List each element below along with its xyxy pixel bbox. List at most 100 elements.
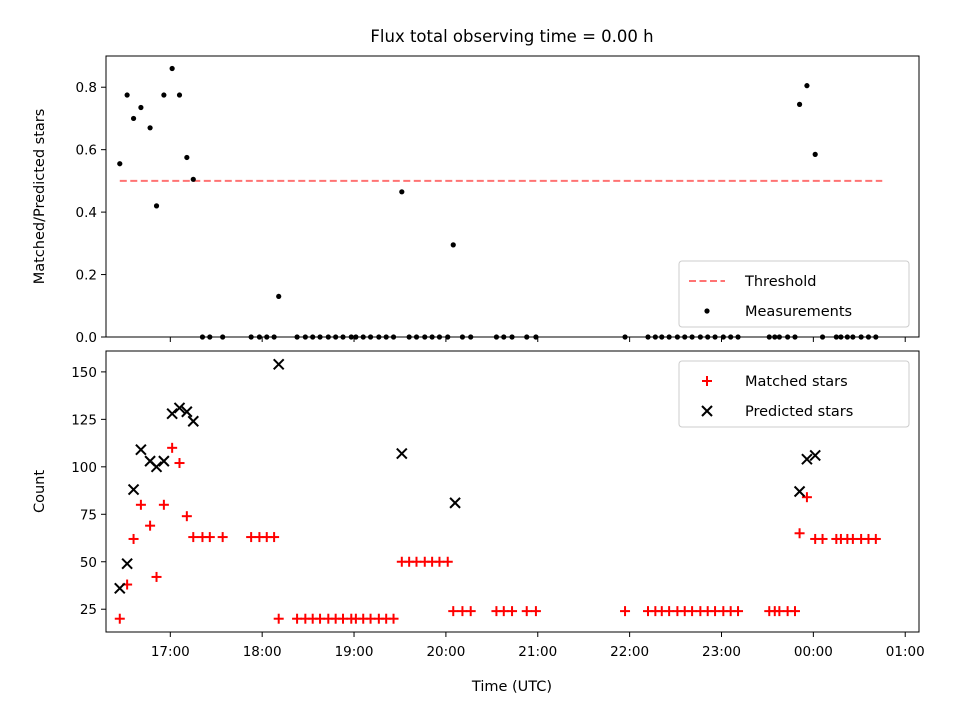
x-stroke-b — [121, 557, 133, 570]
predicted-star-point — [187, 415, 199, 427]
matched-star-point — [114, 613, 125, 624]
x-tick-label: 01:00 — [886, 644, 925, 660]
count-y-axis-label: Count — [32, 470, 48, 513]
matched-star-point — [388, 613, 399, 624]
x-stroke-b — [114, 582, 126, 595]
matched-star-point — [204, 532, 215, 543]
measurement-point — [796, 101, 803, 107]
matched-star-point — [620, 606, 631, 617]
x-stroke-b — [793, 485, 806, 498]
x-stroke-b — [144, 455, 156, 467]
x-stroke-b — [449, 497, 461, 509]
x-stroke-b — [396, 447, 408, 460]
measurement-point — [153, 203, 160, 209]
measurement-point — [130, 115, 137, 122]
x-tick-label: 23:00 — [702, 644, 741, 660]
legend-measurement-swatch — [704, 308, 710, 314]
predicted-star-point — [809, 449, 821, 462]
measurement-point — [190, 176, 196, 182]
x-stroke-b — [801, 453, 813, 465]
matched-star-point — [269, 532, 280, 543]
x-stroke-b — [272, 358, 285, 370]
legend-predicted-swatch — [701, 405, 713, 417]
ratio-y-axis-label: Matched/Predicted stars — [32, 109, 48, 285]
matched-star-point — [167, 442, 178, 453]
count-y-tick-label: 150 — [71, 365, 97, 381]
predicted-star-point — [801, 453, 813, 465]
count-y-tick-label: 75 — [80, 507, 97, 523]
legend-entry-label: Measurements — [745, 304, 852, 320]
matched-star-point — [521, 606, 532, 617]
matched-star-point — [794, 528, 805, 539]
matched-star-point — [870, 533, 881, 544]
predicted-star-point — [449, 497, 461, 509]
x-tick-label: 20:00 — [426, 644, 465, 660]
x-stroke-b — [701, 405, 713, 417]
count-y-tick-label: 50 — [80, 555, 97, 571]
matched-star-point — [733, 606, 744, 617]
predicted-star-point — [396, 447, 408, 460]
x-tick-label: 21:00 — [518, 644, 557, 660]
ratio-axes-frame — [105, 55, 920, 338]
x-tick-label: 17:00 — [151, 644, 190, 660]
count-y-tick-label: 25 — [80, 602, 97, 618]
measurement-point — [147, 125, 153, 131]
x-tick-label: 22:00 — [610, 644, 649, 660]
legend-box — [678, 360, 910, 428]
ratio-legend: Threshold Measurements — [678, 260, 910, 328]
matched-star-point — [273, 613, 284, 624]
predicted-star-point — [158, 455, 170, 467]
matched-star-point — [789, 606, 800, 617]
matched-star-point — [442, 556, 453, 567]
measurement-point — [124, 92, 130, 98]
x-stroke-b — [135, 444, 147, 456]
x-tick-label: 18:00 — [243, 644, 282, 660]
measurement-point — [117, 161, 123, 167]
matched-star-point — [145, 520, 156, 531]
x-stroke-b — [809, 449, 821, 462]
predicted-star-point — [166, 407, 178, 420]
x-stroke-b — [173, 402, 186, 414]
ratio-y-tick-label: 0.8 — [76, 80, 97, 96]
measurement-point — [176, 92, 183, 98]
matched-star-point — [530, 606, 541, 617]
x-stroke-b — [127, 483, 140, 496]
legend-entry-label: Threshold — [744, 274, 816, 290]
predicted-star-point — [127, 483, 140, 496]
count-axes-frame — [105, 350, 920, 633]
ratio-y-tick-label: 0.6 — [76, 143, 97, 159]
predicted-star-point — [135, 444, 147, 456]
legend-matched-swatch — [702, 376, 712, 386]
ratio-y-tick-label: 0.0 — [76, 330, 97, 346]
count-y-tick-label: 100 — [71, 460, 97, 476]
x-stroke-b — [187, 415, 199, 427]
legend-entry-label: Predicted stars — [745, 404, 853, 420]
x-stroke-b — [166, 407, 178, 420]
measurement-point — [161, 92, 167, 98]
measurement-point — [169, 65, 175, 72]
ratio-y-tick-label: 0.4 — [76, 205, 97, 221]
measurement-point — [138, 104, 144, 111]
matched-star-point — [135, 499, 146, 510]
predicted-star-point — [793, 485, 806, 498]
count-legend: Matched stars Predicted stars — [678, 360, 910, 428]
matched-star-point — [158, 499, 169, 510]
ratio-y-tick-label: 0.2 — [76, 268, 97, 284]
ratio-panel: 0.0 0.2 0.4 0.6 0.8 Matched/Predicted stars Th… — [32, 55, 920, 346]
matched-star-point — [181, 511, 192, 522]
matched-star-point — [217, 532, 228, 543]
legend-box — [678, 260, 910, 328]
matched-star-point — [174, 458, 185, 469]
count-panel: 17:00 18:00 19:00 20:00 21:00 22:00 23:00 00:00… — [32, 350, 925, 660]
x-axis-label: Time (UTC) — [471, 679, 552, 695]
measurement-point — [399, 189, 405, 195]
matched-star-point — [188, 532, 199, 543]
predicted-star-point — [272, 358, 285, 370]
matched-star-point — [817, 533, 828, 544]
measurement-point — [804, 83, 810, 89]
measurement-point — [184, 154, 190, 161]
predicted-star-point — [173, 402, 186, 414]
x-stroke-b — [158, 455, 170, 467]
